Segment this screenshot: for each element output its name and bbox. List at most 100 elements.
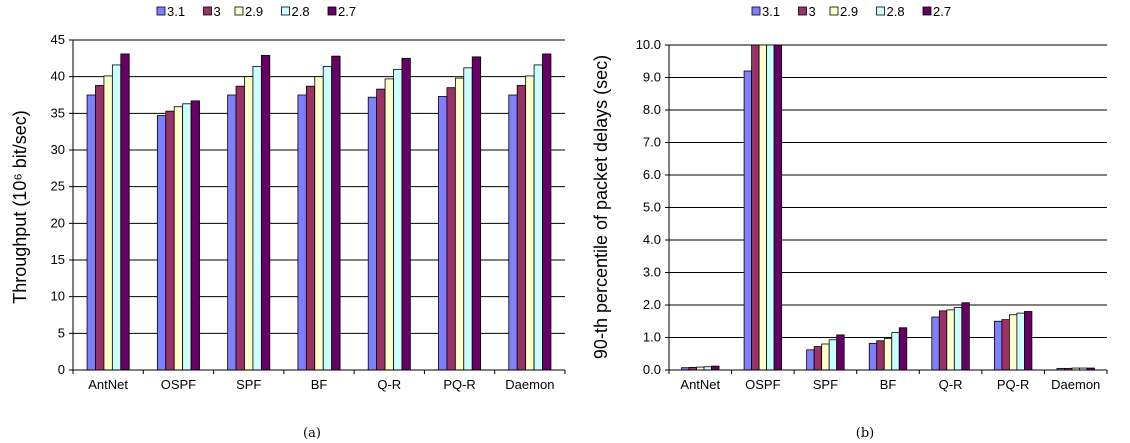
y-tick-label: 5.0	[643, 200, 661, 215]
bar	[182, 103, 192, 371]
bar	[1008, 314, 1018, 371]
bar	[946, 309, 955, 371]
caption: (b)	[856, 426, 874, 441]
y-tick-label: 30	[51, 142, 65, 157]
y-axis-label: 90-th percentile of packet delays (sec)	[591, 55, 611, 359]
legend-swatch	[922, 6, 932, 16]
bar	[931, 316, 940, 371]
bar	[120, 53, 130, 371]
bar	[1024, 311, 1033, 371]
x-tick-label: OSPF	[161, 377, 196, 392]
y-tick-label: 20	[51, 215, 65, 230]
bar	[235, 85, 245, 371]
bar	[938, 310, 948, 371]
bar	[766, 44, 775, 371]
x-tick-label: PQ-R	[443, 377, 476, 392]
bar	[331, 55, 341, 371]
y-tick-label: 15	[51, 252, 65, 267]
legend-label: 2.7	[933, 4, 951, 19]
x-tick-label: OSPF	[745, 377, 780, 392]
y-tick-label: 3.0	[643, 265, 661, 280]
bar	[743, 70, 752, 371]
y-tick-label: 0	[58, 362, 65, 377]
chart-b: 90-th percentile of packet delays (sec) …	[591, 4, 1108, 441]
bar	[173, 106, 184, 371]
legend-label: 3	[214, 4, 221, 19]
y-tick-label: 45	[51, 32, 65, 47]
bar	[876, 340, 885, 371]
bar	[806, 349, 815, 371]
y-tick-label: 0.0	[643, 362, 661, 377]
legend-swatch	[798, 6, 807, 16]
bar	[542, 53, 552, 371]
y-tick-label: 2.0	[643, 297, 661, 312]
legend-label: 3.1	[762, 4, 780, 19]
bar	[86, 94, 96, 371]
x-tick-label: Daemon	[505, 377, 554, 392]
bar	[898, 327, 908, 371]
y-tick-label: 5	[58, 325, 65, 340]
bar	[401, 57, 411, 371]
chart-a: Throughput (10⁶ bit/sec) (a) 0 5 10 15 20 25 3…	[10, 4, 566, 441]
bar	[1016, 312, 1025, 371]
bar	[393, 68, 403, 371]
y-tick-label: 9.0	[643, 70, 661, 85]
bar	[891, 332, 900, 371]
legend-label: 2.9	[840, 4, 858, 19]
legend-swatch	[829, 6, 839, 16]
legend-swatch	[156, 6, 166, 16]
bar	[836, 334, 845, 371]
y-tick-label: 4.0	[643, 232, 661, 247]
bar	[1001, 319, 1010, 371]
bar	[883, 338, 893, 371]
x-tick-label: Q-R	[939, 377, 963, 392]
legend-swatch	[203, 6, 212, 16]
x-tick-label: AntNet	[680, 377, 720, 392]
bar	[454, 77, 465, 371]
bar	[111, 64, 122, 371]
legend-label: 3	[809, 4, 816, 19]
legend-label: 3.1	[167, 4, 185, 19]
bar	[384, 78, 394, 371]
bar	[103, 75, 113, 371]
x-tick-label: PQ-R	[997, 377, 1030, 392]
bar	[244, 76, 254, 371]
bar	[751, 44, 760, 371]
y-tick-label: 1.0	[643, 330, 661, 345]
y-axis-label: Throughput (10⁶ bit/sec)	[10, 110, 30, 304]
y-tick-label: 7.0	[643, 135, 661, 150]
legend-swatch	[876, 6, 885, 16]
y-tick-label: 10	[51, 289, 65, 304]
bar	[821, 343, 830, 371]
bar	[305, 85, 316, 371]
legend-swatch	[234, 6, 244, 16]
legend-label: 2.7	[338, 4, 356, 19]
bar	[463, 67, 473, 371]
bar	[533, 64, 543, 371]
y-tick-label: 40	[51, 69, 65, 84]
bar	[868, 342, 878, 371]
bar	[156, 115, 167, 371]
bar	[516, 85, 527, 371]
bar	[711, 365, 720, 371]
x-tick-label: BF	[880, 377, 897, 392]
bar	[297, 94, 307, 371]
bar	[95, 85, 105, 371]
caption: (a)	[303, 426, 321, 441]
legend-swatch	[281, 6, 290, 16]
legend-swatch	[327, 6, 337, 16]
bar	[314, 76, 324, 371]
y-tick-label: 6.0	[643, 167, 661, 182]
bar	[953, 307, 963, 371]
bar	[322, 66, 333, 371]
legend-swatch	[751, 6, 761, 16]
x-tick-label: SPF	[236, 377, 261, 392]
legend-label: 2.9	[245, 4, 263, 19]
y-tick-label: 8.0	[643, 102, 661, 117]
bar	[376, 88, 386, 371]
x-tick-label: BF	[311, 377, 328, 392]
bar	[758, 44, 768, 371]
bar	[438, 96, 448, 371]
bar	[828, 339, 838, 371]
bar	[993, 320, 1003, 371]
